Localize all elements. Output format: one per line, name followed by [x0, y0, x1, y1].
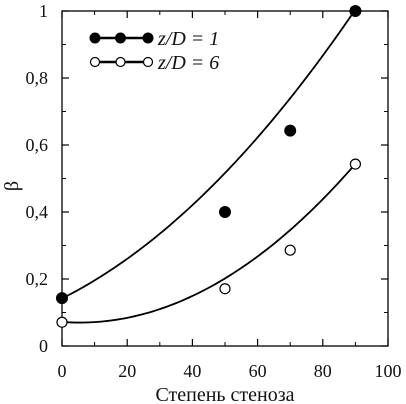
data-point-series-2: [349, 158, 361, 170]
data-point-series-2: [284, 244, 296, 256]
data-point-series-1: [349, 5, 362, 17]
data-point-series-1: [284, 124, 297, 137]
legend: z/D = 1z/D = 6: [89, 28, 219, 74]
y-tick-label: 0,6: [26, 135, 49, 155]
legend-marker-series-1: [115, 32, 126, 44]
data-points: [56, 5, 362, 328]
x-tick-label: 40: [183, 361, 201, 381]
legend-marker-series-2: [142, 56, 154, 68]
trend-curve-series-1: [61, 8, 357, 300]
x-axis-label: Степень стеноза: [155, 384, 294, 404]
data-point-series-2: [56, 316, 68, 328]
legend-marker-series-2: [89, 56, 101, 68]
y-tick-label: 0,2: [26, 269, 49, 289]
legend-marker-series-1: [89, 32, 101, 44]
y-axis-label: β: [1, 181, 23, 191]
y-tick-label: 0,4: [26, 202, 49, 222]
data-point-series-1: [56, 292, 68, 305]
x-tick-label: 20: [118, 361, 136, 381]
y-tick-label: 1: [39, 1, 48, 21]
y-tick-label: 0: [39, 336, 48, 356]
x-tick-label: 0: [58, 361, 67, 381]
x-tick-label: 60: [249, 361, 267, 381]
x-tick-label: 100: [375, 361, 402, 381]
trend-curve-series-2: [61, 163, 357, 324]
legend-label-series-1: z/D = 1: [157, 28, 219, 50]
legend-label-series-2: z/D = 6: [157, 52, 219, 74]
legend-marker-series-2: [115, 56, 126, 68]
data-point-series-1: [219, 206, 231, 218]
x-tick-label: 80: [314, 361, 332, 381]
ticks: 0 20 40 60 80 100 0 0,2 0,4 0,6 0,8 1: [26, 1, 402, 381]
y-tick-label: 0,8: [26, 68, 49, 88]
trend-curves: [61, 8, 357, 324]
legend-marker-series-1: [142, 32, 154, 44]
data-point-series-2: [219, 283, 231, 295]
